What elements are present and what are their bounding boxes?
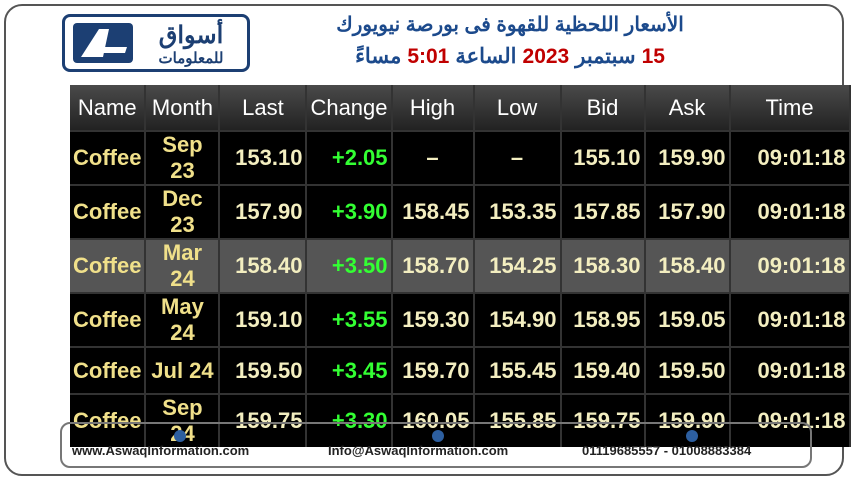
cell: 153.10	[219, 130, 308, 185]
cell: 159.75	[560, 393, 646, 447]
cell: –	[473, 130, 562, 185]
table-row: Coffee May 24 159.10 +3.55 159.30 154.90 158.9…	[70, 292, 851, 347]
cell: Coffee	[70, 292, 147, 347]
cell: 155.10	[560, 130, 646, 185]
cell: +3.50	[306, 238, 393, 293]
cell: 159.50	[219, 346, 308, 394]
column-header: Time	[729, 85, 851, 131]
cell: +3.45	[306, 346, 393, 394]
subtitle-part: الساعة	[455, 45, 517, 68]
cell: 159.75	[219, 393, 308, 447]
cell: 157.90	[644, 184, 731, 239]
cell: 159.90	[644, 130, 731, 185]
subtitle-part: 5:01	[407, 45, 450, 68]
column-header: High	[391, 85, 475, 131]
title: الأسعار اللحظية للقهوة فى بورصة نيويورك	[336, 14, 684, 36]
table-row: Coffee Mar 24 158.40 +3.50 158.70 154.25 158.3…	[70, 238, 851, 293]
email-icon	[432, 430, 444, 442]
cell: 158.45	[391, 184, 475, 239]
cell: Coffee	[70, 393, 147, 447]
cell: 159.10	[219, 292, 308, 347]
phone-icon	[686, 430, 698, 442]
subtitle-part: 15	[641, 45, 665, 68]
cell: Coffee	[70, 130, 147, 185]
cell: 09:01:18	[729, 238, 851, 293]
cell: 155.45	[473, 346, 562, 394]
cell: 159.70	[391, 346, 475, 394]
cell: –	[391, 130, 475, 185]
cell: 157.90	[219, 184, 308, 239]
cell: 159.40	[560, 346, 646, 394]
cell: 159.50	[644, 346, 731, 394]
header-row: Name Month Last Change High Low Bid Ask Time	[70, 85, 851, 131]
column-header: Change	[306, 85, 393, 131]
cell: Coffee	[70, 238, 147, 293]
price-table: Name Month Last Change High Low Bid Ask Time Coff…	[70, 85, 851, 447]
cell: 158.30	[560, 238, 646, 293]
column-header: Last	[219, 85, 308, 131]
column-header: Name	[70, 85, 147, 131]
logo-main: أسواق	[158, 22, 224, 49]
cell: 158.70	[391, 238, 475, 293]
cell: 154.25	[473, 238, 562, 293]
column-header: Bid	[560, 85, 646, 131]
cell: Jul 24	[145, 346, 221, 394]
cell: 153.35	[473, 184, 562, 239]
cell: 09:01:18	[729, 292, 851, 347]
cell: 154.90	[473, 292, 562, 347]
table-row: Coffee Jul 24 159.50 +3.45 159.70 155.45 159.4…	[70, 346, 851, 394]
cell: Coffee	[70, 184, 147, 239]
cell: 158.40	[644, 238, 731, 293]
cell: 09:01:18	[729, 393, 851, 447]
web-icon	[174, 430, 186, 442]
subtitle-part: مساءً	[355, 45, 402, 68]
cell: +3.30	[306, 393, 393, 447]
subtitle: 15سبتمبر2023الساعة5:01مساءً	[270, 44, 750, 69]
cell: 158.40	[219, 238, 308, 293]
table-row: Coffee Dec 23 157.90 +3.90 158.45 153.35 157.8…	[70, 184, 851, 239]
cell: Coffee	[70, 346, 147, 394]
column-header: Month	[145, 85, 221, 131]
phones: 01119685557 - 01008883384	[582, 443, 752, 458]
cell: 09:01:18	[729, 184, 851, 239]
email: Info@AswaqInformation.com	[328, 443, 509, 458]
cell: 159.30	[391, 292, 475, 347]
subtitle-part: سبتمبر	[575, 45, 636, 68]
cell: Sep 23	[145, 130, 221, 185]
column-header: Ask	[644, 85, 731, 131]
cell: 09:01:18	[729, 346, 851, 394]
cell: 09:01:18	[729, 130, 851, 185]
subtitle-part: 2023	[522, 45, 570, 68]
column-header: Low	[473, 85, 562, 131]
cell: 157.85	[560, 184, 646, 239]
table-row: Coffee Sep 23 153.10 +2.05– –155.10 159.90 09:…	[70, 130, 851, 185]
cell: 158.95	[560, 292, 646, 347]
cell: May 24	[145, 292, 221, 347]
footer: www.AswaqInformation.com Info@AswaqInfor…	[60, 422, 812, 468]
cell: Mar 24	[145, 238, 221, 293]
cell: 155.85	[473, 393, 562, 447]
logo-icon	[73, 23, 133, 63]
logo: أسواق للمعلومات	[62, 14, 250, 72]
cell: +3.90	[306, 184, 393, 239]
website: www.AswaqInformation.com	[72, 443, 250, 458]
cell: Dec 23	[145, 184, 221, 239]
logo-sub: للمعلومات	[158, 50, 224, 67]
cell: +3.55	[306, 292, 393, 347]
cell: 159.05	[644, 292, 731, 347]
cell: +2.05	[306, 130, 393, 185]
